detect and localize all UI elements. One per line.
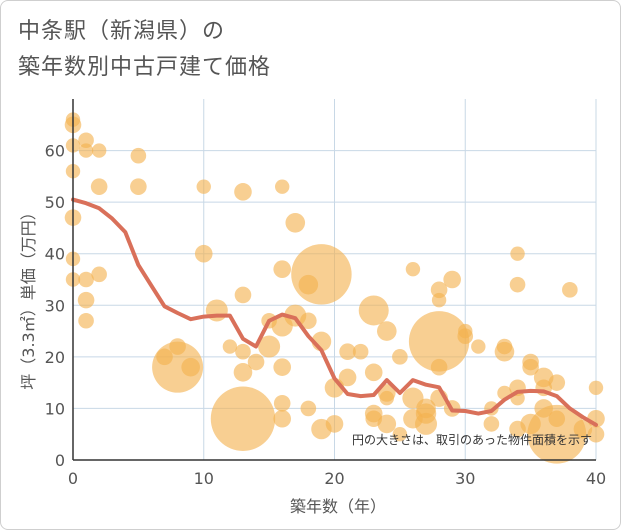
bubble-point: [90, 178, 108, 195]
bubble-point: [509, 276, 526, 293]
y-tick-label: 30: [45, 296, 65, 315]
bubble-point: [78, 312, 94, 329]
y-tick-label: 60: [45, 142, 65, 161]
chart-title-line1: 中条駅（新潟県）の: [18, 19, 226, 44]
bubble-size-note: 円の大きさは、取引のあった物件面積を示す: [352, 432, 592, 447]
y-tick-label: 40: [45, 245, 65, 264]
x-tick-label: 10: [194, 469, 214, 488]
chart-title: 中条駅（新潟県）の 築年数別中古戸建て価格: [18, 14, 271, 86]
bubble-point: [130, 147, 147, 164]
x-tick-label: 30: [455, 469, 475, 488]
bubble-point: [181, 357, 200, 377]
bubble-point: [494, 341, 515, 362]
bubble-point: [78, 271, 94, 288]
y-tick-label: 20: [45, 348, 65, 367]
x-tick-label: 20: [324, 469, 344, 488]
bubble-point: [91, 266, 107, 283]
bubble-point: [285, 212, 306, 233]
bubble-point: [352, 343, 369, 360]
bubble-point: [273, 394, 291, 412]
bubble-point: [522, 358, 539, 376]
bubble-point: [377, 414, 397, 434]
x-tick-label: 0: [68, 469, 78, 488]
bubble-point: [548, 374, 566, 391]
bubble-point: [587, 425, 605, 443]
y-axis-label: 坪（3.3㎡）単価（万円）: [19, 204, 38, 389]
bubble-point: [358, 295, 389, 326]
chart-title-line2: 築年数別中古戸建て価格: [18, 55, 272, 80]
bubble-point: [273, 358, 292, 376]
average-line-layer: [71, 197, 598, 427]
bubble-point: [300, 400, 317, 417]
bubble-point: [588, 380, 604, 395]
bubble-point: [443, 270, 461, 289]
bubble-point: [78, 143, 94, 158]
bubble-point: [527, 404, 587, 464]
bubble-point: [405, 261, 421, 277]
bubble-point: [152, 341, 204, 393]
bubble-point: [430, 281, 448, 299]
y-tick-label: 10: [45, 399, 65, 418]
bubble-point: [78, 132, 94, 149]
bubble-point: [234, 183, 252, 201]
bubble-point: [273, 260, 292, 278]
bubble-point: [247, 353, 265, 371]
bubble-point: [222, 339, 238, 354]
bubble-point: [408, 311, 470, 372]
bubble-point: [431, 292, 447, 308]
x-axis-label: 築年数（年）: [290, 497, 386, 516]
bubble-point: [457, 328, 474, 345]
bubble-point: [77, 291, 95, 309]
bubble-point: [573, 419, 593, 439]
bubble-point: [234, 286, 252, 304]
y-tick-label: 0: [55, 451, 65, 470]
y-tick-label: 50: [45, 193, 65, 212]
grid-lines: [73, 99, 597, 460]
bubble-point: [338, 368, 357, 387]
bubble-point: [258, 335, 281, 358]
bubble-point: [291, 244, 352, 305]
bubble-point: [273, 409, 292, 428]
bubble-point: [510, 246, 525, 261]
bubble-point: [471, 339, 486, 354]
bubble-point: [364, 363, 383, 382]
bubble-point: [275, 179, 290, 194]
axes: [72, 99, 596, 461]
bubble-point: [325, 415, 344, 433]
bubble-point: [483, 416, 500, 432]
bubble-point: [130, 178, 147, 195]
bubble-point: [562, 282, 578, 298]
bubble-point: [196, 179, 211, 194]
bubble-point: [91, 143, 107, 158]
bubble-point: [430, 358, 448, 376]
bubble-point: [392, 427, 408, 442]
bubble-point: [194, 244, 213, 263]
bubble-point: [210, 386, 276, 451]
bubble-point: [377, 321, 397, 341]
bubble-point: [233, 363, 253, 382]
bubble-point: [339, 343, 356, 361]
bubble-point: [392, 349, 408, 365]
bubble-point: [415, 412, 438, 435]
bubble-point: [300, 312, 317, 330]
tick-labels: 0 10 20 30 40 0 10 20 30 40 50 60: [45, 142, 607, 488]
average-price-line: [71, 197, 598, 427]
bubble-point: [379, 390, 394, 406]
bubble-layer: [64, 112, 605, 464]
bubble-point: [235, 343, 251, 360]
x-tick-label: 40: [586, 469, 606, 488]
